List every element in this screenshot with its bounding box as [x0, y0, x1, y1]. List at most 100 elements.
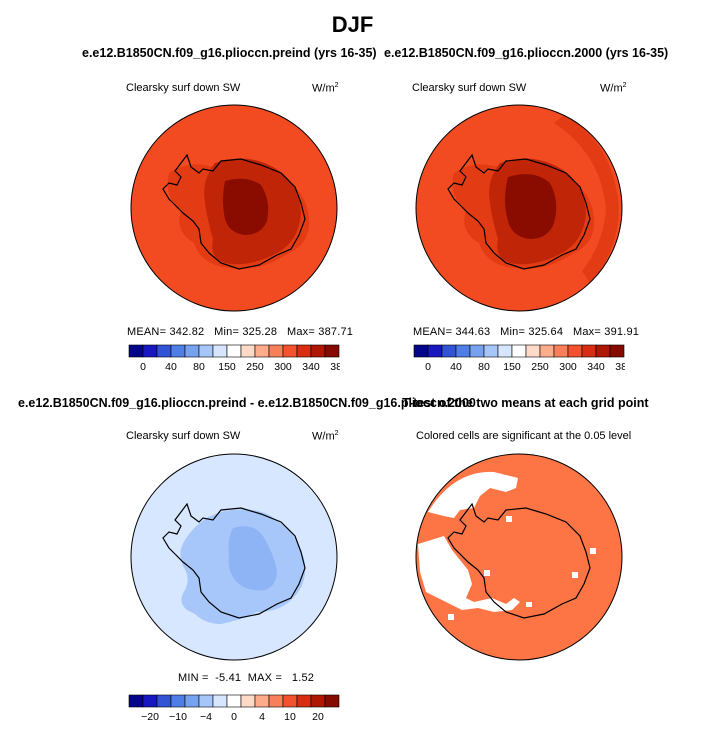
panel-3-colorbar-swatch	[170, 694, 186, 708]
panel-3-map	[130, 453, 338, 661]
panel-4-white-cell	[572, 572, 578, 578]
panel-4-white-cell	[590, 548, 596, 554]
panel-2-colorbar-tick-label: 80	[478, 361, 490, 373]
panel-3-colorbar-tick-label: 20	[312, 711, 324, 723]
panel-1-mean-label: MEAN=	[127, 326, 167, 338]
panel-1-colorbar-swatch	[282, 344, 298, 358]
panel-3-colorbar-tick-label: −20	[141, 711, 159, 723]
panel-2-colorbar-tick-label: 40	[450, 361, 462, 373]
panel-2-colorbar-swatch	[455, 344, 471, 358]
panel-1-units: W/m2	[312, 82, 339, 95]
panel-3-colorbar-swatch	[296, 694, 312, 708]
panel-2-colorbar-tick-label: 300	[559, 361, 577, 373]
panel-2-units: W/m2	[600, 82, 627, 95]
panel-1-mean-value: 342.82	[169, 326, 205, 338]
panel-1-units-sup: 2	[334, 82, 339, 89]
panel-1-colorbar-swatch	[296, 344, 312, 358]
panel-1-map-border	[130, 104, 338, 312]
panel-2-colorbar-tick-label: 380	[615, 361, 625, 373]
panel-1-colorbar-swatch	[128, 344, 144, 358]
panel-1-units-text: W/m	[312, 82, 335, 95]
panel-3-colorbar-swatch	[184, 694, 200, 708]
panel-2-stats: MEAN= 344.63 Min= 325.64 Max= 391.91	[413, 326, 639, 338]
panel-2-colorbar-swatch	[553, 344, 569, 358]
panel-4-nonsignificant-region-north	[428, 471, 518, 518]
panel-3-colorbar-tick-label: −4	[200, 711, 212, 723]
panel-1-colorbar-tick-label: 380	[330, 361, 340, 373]
panel-1-colorbar-swatch	[198, 344, 214, 358]
panel-3-colorbar-swatch	[156, 694, 172, 708]
panel-2-colorbar-swatch	[483, 344, 499, 358]
panel-2-variable-label: Clearsky surf down SW	[412, 82, 527, 94]
panel-1-colorbar-tick-label: 340	[302, 361, 320, 373]
panel-3-max-value: 1.52	[291, 672, 315, 684]
panel-3-colorbar-tick-label: 0	[231, 711, 237, 723]
panel-2-colorbar-swatch	[413, 344, 429, 358]
panel-1-colorbar-tick-label: 40	[165, 361, 177, 373]
panel-1-colorbar-swatch	[268, 344, 284, 358]
panel-4-white-cell	[484, 570, 490, 576]
panel-3-colorbar-swatch	[142, 694, 158, 708]
page-title: DJF	[331, 12, 374, 37]
panel-2-colorbar-tick-label: 0	[425, 361, 431, 373]
panel-4-white-cell	[448, 614, 454, 620]
panel-1-map	[130, 104, 338, 312]
panel-3-colorbar-swatch	[198, 694, 214, 708]
panel-4-subtitle: Colored cells are significant at the 0.0…	[416, 430, 632, 442]
panel-1-colorbar-swatch	[240, 344, 256, 358]
panel-1-title: e.e12.B1850CN.f09_g16.plioccn.preind (yr…	[82, 46, 377, 60]
panel-2-colorbar-tick-label: 150	[503, 361, 521, 373]
panel-1-colorbar-tick-label: 150	[218, 361, 236, 373]
panel-1-colorbar-swatch	[310, 344, 326, 358]
panel-2-map	[415, 104, 623, 312]
panel-2-coastline	[447, 153, 591, 270]
panel-2-colorbar-swatch	[441, 344, 457, 358]
panel-3-min-label: MIN =	[178, 672, 209, 684]
panel-3-colorbar-swatch	[324, 694, 340, 708]
panel-3-colorbar-tick-label: 10	[284, 711, 296, 723]
panel-3-colorbar-tick-label: 4	[259, 711, 265, 723]
panel-1-colorbar-swatch	[184, 344, 200, 358]
panel-2-rim-band	[554, 115, 619, 283]
panel-2-max-value: 391.91	[604, 326, 640, 338]
panel-3-colorbar-swatch	[240, 694, 256, 708]
panel-3-title: e.e12.B1850CN.f09_g16.plioccn.preind - e…	[18, 396, 476, 410]
panel-1-dome-field	[223, 178, 269, 235]
panel-3-variable-label: Clearsky surf down SW	[126, 430, 241, 442]
panel-1-colorbar-swatch	[156, 344, 172, 358]
panel-1-colorbar-swatch	[254, 344, 270, 358]
panel-2-colorbar-swatch	[567, 344, 583, 358]
panel-1-colorbar-swatch	[142, 344, 158, 358]
panel-2-colorbar-swatch	[427, 344, 443, 358]
panel-3-colorbar-swatch	[128, 694, 144, 708]
panel-2-colorbar-swatch	[539, 344, 555, 358]
panel-2-colorbar: 0 40 80 150 250 300 340 380	[413, 344, 625, 373]
panel-1-colorbar-tick-label: 0	[140, 361, 146, 373]
panel-3-colorbar-swatch	[282, 694, 298, 708]
panel-2-mean-value: 344.63	[455, 326, 491, 338]
panel-4-coastline	[447, 502, 591, 619]
panel-4-white-cell	[506, 516, 512, 522]
panel-3-max-label: MAX =	[247, 672, 283, 684]
panel-1-max-label: Max=	[286, 326, 315, 338]
panel-4-title: T-test of the two means at each grid poi…	[402, 396, 649, 410]
panel-3-coastline	[162, 502, 306, 619]
panel-4-white-cell	[526, 602, 532, 607]
panel-2-mean-label: MEAN=	[413, 326, 453, 338]
panel-1-colorbar-swatch	[324, 344, 340, 358]
panel-3-stats: MIN = -5.41 MAX = 1.52	[178, 672, 314, 684]
panel-4-map	[415, 453, 623, 661]
panel-2-min-value: 325.64	[528, 326, 564, 338]
panel-2-map-border	[415, 104, 623, 312]
panel-1-min-value: 325.28	[242, 326, 278, 338]
panel-3-min-value: -5.41	[215, 672, 242, 684]
panel-2-colorbar-tick-label: 340	[587, 361, 605, 373]
panel-1-colorbar-swatch	[226, 344, 242, 358]
panel-3-colorbar: −20 −10 −4 0 4 10 20	[128, 694, 340, 723]
panel-2-colorbar-swatch	[595, 344, 611, 358]
panel-3-colorbar-swatch	[310, 694, 326, 708]
panel-3-colorbar-swatch	[268, 694, 284, 708]
panel-3-units-text: W/m	[312, 430, 335, 443]
panel-1-colorbar-tick-label: 250	[246, 361, 264, 373]
panel-4-nonsignificant-region-west	[418, 536, 520, 612]
